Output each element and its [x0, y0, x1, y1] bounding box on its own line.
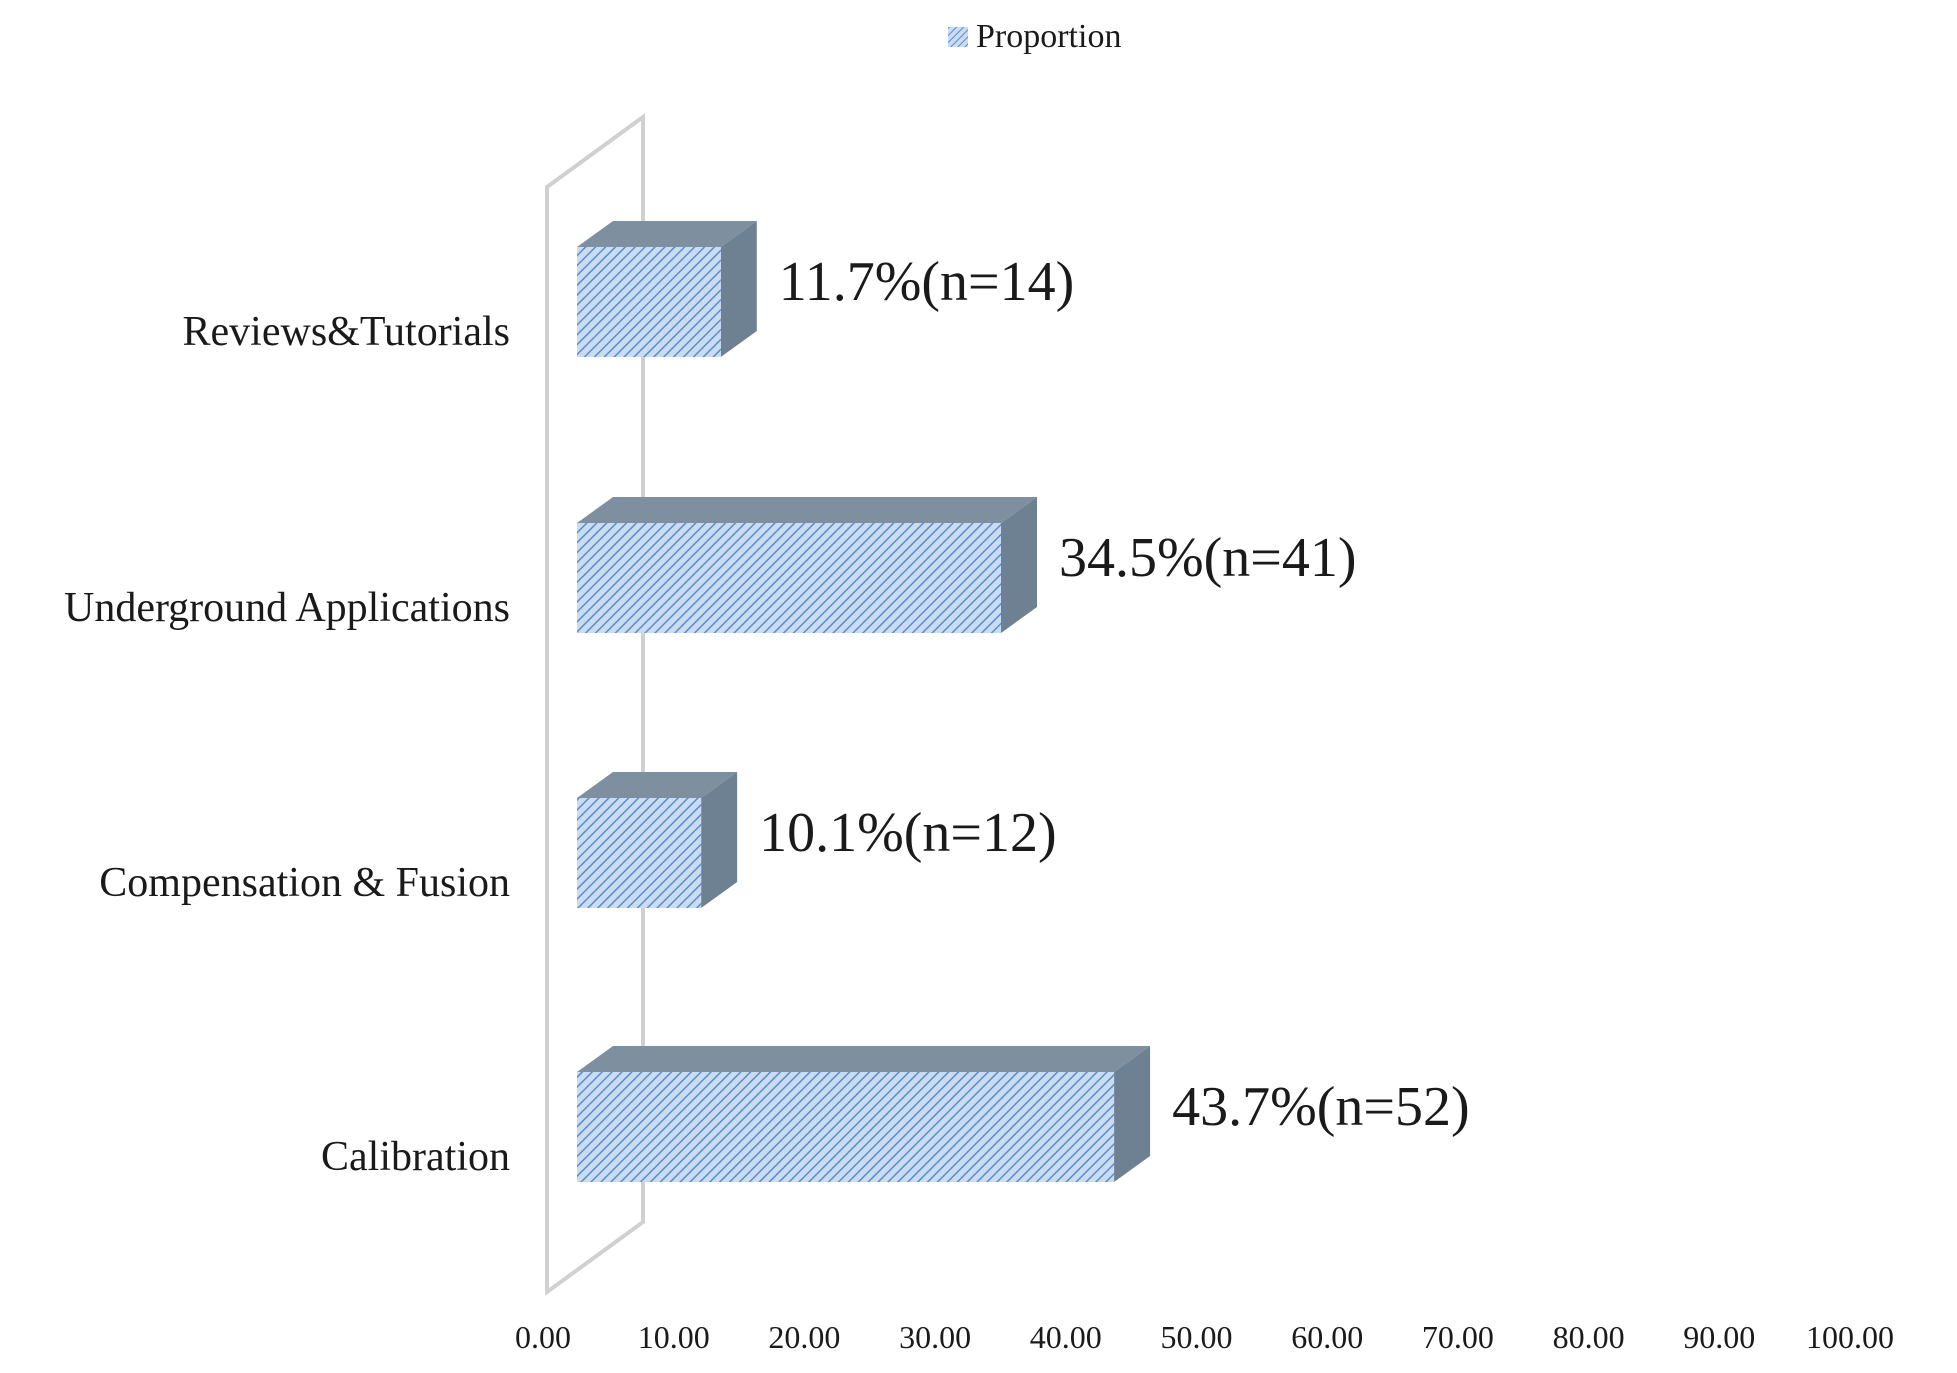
bar-front-face [577, 1072, 1115, 1182]
bar-side-face [1114, 1046, 1151, 1182]
bar-top-face [577, 221, 757, 247]
bar-front-face [577, 798, 702, 908]
depth-wall-frame [545, 113, 645, 1296]
category-label: Reviews&Tutorials [183, 309, 510, 355]
bar-top-face [577, 772, 738, 798]
x-tick-label: 40.00 [1030, 1319, 1102, 1355]
bar-top-face [577, 1046, 1151, 1072]
x-tick-label: 10.00 [638, 1319, 710, 1355]
bars-group [577, 221, 1151, 1182]
data-label: 43.7%(n=52) [1172, 1076, 1470, 1138]
x-tick-label: 20.00 [768, 1319, 840, 1355]
depth-wall [545, 113, 645, 1296]
bar-side-face [720, 221, 757, 357]
bar-compensation-fusion [577, 772, 738, 908]
category-label: Underground Applications [64, 585, 510, 631]
bar-front-face [577, 523, 1002, 633]
x-tick-label: 90.00 [1683, 1319, 1755, 1355]
x-tick-label: 30.00 [899, 1319, 971, 1355]
category-label: Compensation & Fusion [99, 860, 510, 906]
legend-label: Proportion [976, 18, 1121, 55]
legend-swatch [948, 27, 968, 47]
data-label: 11.7%(n=14) [779, 251, 1074, 313]
x-tick-label: 70.00 [1422, 1319, 1494, 1355]
category-label: Calibration [321, 1134, 510, 1180]
data-label: 34.5%(n=41) [1059, 527, 1357, 589]
x-tick-label: 100.00 [1806, 1319, 1894, 1355]
data-labels: 43.7%(n=52) 10.1%(n=12) 34.5%(n=41) 11.7%(n… [759, 251, 1469, 1138]
bar-front-face [577, 247, 721, 357]
data-label: 10.1%(n=12) [759, 802, 1057, 864]
bar-side-face [701, 772, 738, 908]
x-tick-label: 50.00 [1161, 1319, 1233, 1355]
bar-underground-applications [577, 497, 1038, 633]
bar-top-face [577, 497, 1038, 523]
bar-reviews-tutorials [577, 221, 757, 357]
x-tick-label: 80.00 [1553, 1319, 1625, 1355]
x-tick-label: 60.00 [1291, 1319, 1363, 1355]
category-labels: Calibration Compensation & Fusion Undergro… [64, 309, 510, 1180]
legend: Proportion [948, 18, 1121, 55]
x-tick-label: 0.00 [515, 1319, 571, 1355]
bar-calibration [577, 1046, 1151, 1182]
bar-side-face [1001, 497, 1038, 633]
x-axis-ticks: 0.00 10.00 20.00 30.00 40.00 50.00 60.00 70.00 8… [515, 1319, 1894, 1355]
